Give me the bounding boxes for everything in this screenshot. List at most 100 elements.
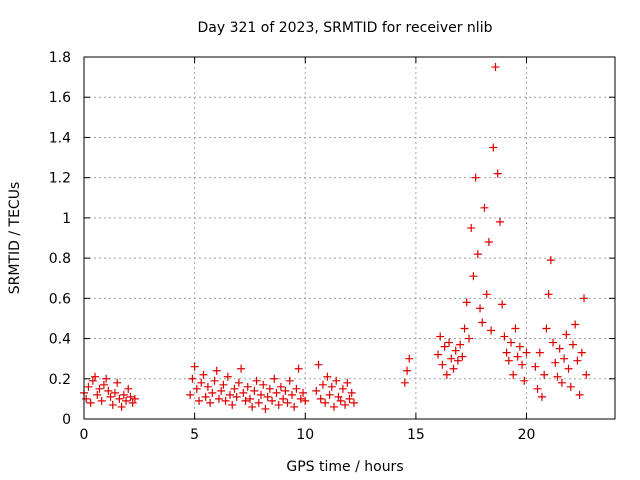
data-point bbox=[500, 332, 509, 341]
axis-ticks bbox=[83, 56, 615, 420]
data-point bbox=[99, 380, 108, 389]
data-point bbox=[130, 394, 139, 403]
data-point bbox=[188, 374, 197, 383]
data-point bbox=[102, 374, 111, 383]
y-tick-label: 0.4 bbox=[49, 332, 71, 348]
data-point bbox=[95, 384, 104, 393]
x-tick-label: 0 bbox=[80, 427, 89, 443]
data-point bbox=[489, 143, 498, 152]
data-point bbox=[571, 320, 580, 329]
data-point bbox=[555, 344, 564, 353]
data-point bbox=[487, 326, 496, 335]
data-point bbox=[515, 342, 524, 351]
data-point bbox=[577, 348, 586, 357]
data-point bbox=[316, 394, 325, 403]
data-point bbox=[285, 376, 294, 385]
data-point bbox=[245, 394, 254, 403]
data-point bbox=[312, 386, 321, 395]
y-tick-label: 1 bbox=[62, 211, 71, 227]
data-point bbox=[128, 398, 137, 407]
data-point bbox=[580, 294, 589, 303]
data-point bbox=[86, 398, 95, 407]
data-point bbox=[195, 396, 204, 405]
data-point bbox=[493, 169, 502, 178]
data-point bbox=[281, 386, 290, 395]
y-tick-label: 0.2 bbox=[49, 372, 71, 388]
data-point bbox=[434, 350, 442, 359]
data-point bbox=[535, 348, 544, 357]
x-tick-label: 15 bbox=[407, 427, 425, 443]
data-point bbox=[219, 380, 228, 389]
data-point bbox=[274, 400, 283, 409]
data-point bbox=[115, 394, 124, 403]
data-point bbox=[226, 390, 235, 399]
data-point bbox=[234, 378, 243, 387]
data-point bbox=[575, 390, 584, 399]
data-point bbox=[327, 382, 336, 391]
data-point bbox=[476, 304, 485, 313]
data-point bbox=[480, 203, 489, 212]
data-point bbox=[232, 392, 241, 401]
data-points bbox=[80, 63, 591, 413]
data-point bbox=[323, 372, 332, 381]
data-point bbox=[540, 370, 549, 379]
data-point bbox=[582, 370, 591, 379]
data-point bbox=[212, 366, 221, 375]
data-point bbox=[436, 332, 445, 341]
y-tick-label: 1.6 bbox=[49, 90, 71, 106]
data-point bbox=[239, 388, 248, 397]
data-point bbox=[122, 396, 131, 405]
data-point bbox=[484, 238, 493, 247]
data-point bbox=[265, 384, 274, 393]
data-point bbox=[296, 394, 305, 403]
chart-title: Day 321 of 2023, SRMTID for receiver nli… bbox=[198, 20, 493, 36]
data-point bbox=[449, 364, 458, 373]
data-point bbox=[230, 384, 239, 393]
data-point bbox=[557, 378, 566, 387]
data-point bbox=[192, 384, 201, 393]
data-point bbox=[214, 394, 223, 403]
data-point bbox=[259, 380, 268, 389]
data-point bbox=[509, 370, 518, 379]
data-point bbox=[442, 370, 451, 379]
data-point bbox=[403, 366, 412, 375]
data-point bbox=[471, 173, 480, 182]
y-tick-label: 1.2 bbox=[49, 171, 71, 187]
data-point bbox=[460, 324, 469, 333]
data-point bbox=[272, 388, 281, 397]
data-point bbox=[301, 396, 310, 405]
data-point bbox=[252, 376, 261, 385]
data-point bbox=[469, 272, 478, 281]
data-point bbox=[330, 402, 339, 411]
data-point bbox=[217, 386, 226, 395]
data-point bbox=[467, 223, 476, 232]
data-point bbox=[276, 382, 285, 391]
data-point bbox=[507, 338, 516, 347]
data-point bbox=[518, 360, 527, 369]
data-point bbox=[108, 400, 117, 409]
data-point bbox=[453, 356, 462, 365]
data-point bbox=[84, 382, 93, 391]
data-point bbox=[332, 376, 341, 385]
data-point bbox=[201, 392, 210, 401]
data-point bbox=[336, 396, 345, 405]
data-point bbox=[241, 396, 250, 405]
data-point bbox=[513, 352, 522, 361]
data-point bbox=[345, 394, 354, 403]
data-point bbox=[334, 392, 343, 401]
data-point bbox=[294, 364, 303, 373]
data-point bbox=[208, 388, 217, 397]
data-point bbox=[197, 378, 206, 387]
data-point bbox=[268, 396, 277, 405]
data-point bbox=[228, 400, 237, 409]
data-point bbox=[531, 362, 540, 371]
data-point bbox=[104, 386, 113, 395]
y-tick-label: 1.8 bbox=[49, 50, 71, 66]
data-point bbox=[560, 354, 569, 363]
data-point bbox=[462, 298, 471, 307]
data-point bbox=[438, 360, 447, 369]
data-point bbox=[542, 324, 551, 333]
data-point bbox=[221, 396, 230, 405]
data-point bbox=[321, 398, 330, 407]
